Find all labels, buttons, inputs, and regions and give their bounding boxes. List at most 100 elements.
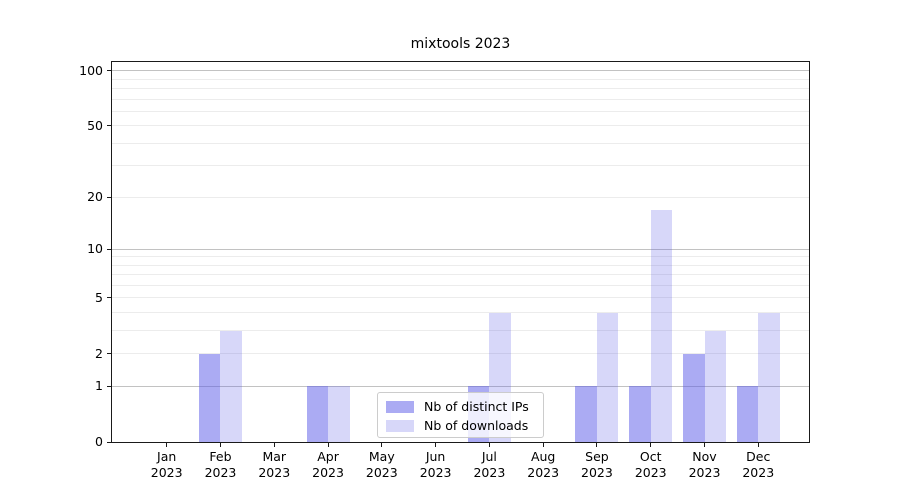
- y-gridline-major: [112, 385, 809, 387]
- x-axis-tick-label: Jun 2023: [406, 449, 466, 481]
- x-tick-month: Apr: [317, 449, 339, 464]
- bar-nb-of-distinct-ips: [575, 386, 597, 442]
- x-tick-mark: [757, 442, 759, 447]
- y-gridline-minor: [112, 196, 809, 198]
- y-gridline-minor: [112, 284, 809, 286]
- y-axis-tick-label: 100: [79, 62, 103, 78]
- x-axis-tick-label: Mar 2023: [244, 449, 304, 481]
- y-gridline-minor: [112, 78, 809, 80]
- y-tick-mark: [107, 125, 111, 127]
- bar-nb-of-downloads: [704, 330, 726, 442]
- x-tick-month: Mar: [262, 449, 287, 464]
- legend-swatch: [386, 400, 414, 413]
- y-axis-tick-label: 50: [87, 117, 103, 133]
- x-tick-mark: [488, 442, 490, 447]
- x-tick-year: 2023: [688, 465, 721, 480]
- y-tick-mark: [107, 353, 111, 355]
- x-tick-month: Oct: [639, 449, 662, 464]
- y-tick-mark: [107, 385, 111, 387]
- x-tick-month: Nov: [692, 449, 717, 464]
- y-axis-tick-label: 10: [87, 241, 103, 257]
- x-tick-year: 2023: [473, 465, 506, 480]
- y-tick-mark: [107, 297, 111, 299]
- y-gridline-minor: [112, 264, 809, 266]
- y-tick-mark: [107, 70, 111, 72]
- bar-nb-of-distinct-ips: [736, 386, 759, 442]
- x-tick-year: 2023: [419, 465, 452, 480]
- x-tick-month: May: [368, 449, 395, 464]
- y-gridline-minor: [112, 142, 809, 144]
- x-axis-tick-label: Jul 2023: [459, 449, 519, 481]
- y-gridline-minor: [112, 353, 809, 355]
- x-axis-tick-label: Apr 2023: [298, 449, 358, 481]
- x-tick-mark: [435, 442, 437, 447]
- y-axis-tick-label: 20: [87, 189, 103, 205]
- x-tick-mark: [704, 442, 705, 447]
- bar-nb-of-downloads: [328, 386, 350, 442]
- y-axis-tick-label: 2: [95, 345, 103, 361]
- y-gridline-major: [112, 248, 809, 250]
- x-axis-tick-label: Oct 2023: [621, 449, 681, 481]
- y-gridline-minor: [112, 88, 809, 90]
- x-tick-mark: [219, 442, 221, 447]
- x-tick-year: 2023: [258, 465, 291, 480]
- x-tick-mark: [273, 442, 275, 447]
- x-tick-year: 2023: [312, 465, 344, 480]
- y-gridline-minor: [112, 98, 809, 100]
- x-tick-year: 2023: [204, 465, 237, 480]
- bar-nb-of-downloads: [596, 312, 619, 442]
- x-tick-month: Sep: [585, 449, 609, 464]
- bar-nb-of-distinct-ips: [683, 353, 705, 442]
- legend-swatch: [386, 419, 414, 432]
- y-axis-tick-label: 1: [95, 378, 103, 394]
- x-tick-month: Jan: [157, 449, 177, 464]
- y-axis-tick-label: 5: [95, 289, 103, 305]
- x-axis-tick-label: Dec 2023: [728, 449, 788, 481]
- bar-nb-of-downloads: [758, 312, 780, 442]
- x-tick-mark: [166, 442, 168, 447]
- bar-nb-of-distinct-ips: [629, 386, 651, 442]
- y-gridline-minor: [112, 165, 809, 167]
- y-gridline-major: [112, 70, 809, 72]
- x-tick-month: Aug: [530, 449, 556, 464]
- x-tick-year: 2023: [742, 465, 775, 480]
- x-tick-mark: [542, 442, 544, 447]
- legend-label: Nb of distinct IPs: [424, 399, 529, 414]
- bar-nb-of-distinct-ips: [198, 353, 221, 442]
- x-tick-year: 2023: [150, 465, 183, 480]
- bar-nb-of-downloads: [650, 209, 673, 442]
- x-axis-tick-label: Nov 2023: [675, 449, 735, 481]
- legend-item-nb-of-downloads: Nb of downloads: [378, 416, 543, 435]
- y-tick-mark: [107, 248, 111, 250]
- bar-nb-of-downloads: [220, 330, 242, 442]
- x-axis-tick-label: Sep 2023: [567, 449, 627, 481]
- bar-nb-of-distinct-ips: [306, 386, 329, 442]
- x-tick-year: 2023: [581, 465, 613, 480]
- x-tick-year: 2023: [634, 465, 667, 480]
- y-gridline-minor: [112, 256, 809, 258]
- x-tick-mark: [327, 442, 329, 447]
- x-axis-tick-label: May 2023: [352, 449, 412, 481]
- y-gridline-minor: [112, 110, 809, 112]
- x-axis-tick-label: Jan 2023: [137, 449, 197, 481]
- y-gridline-minor: [112, 125, 809, 127]
- y-gridline-minor: [112, 274, 809, 276]
- x-tick-mark: [596, 442, 598, 447]
- x-tick-month: Jul: [481, 449, 497, 464]
- x-tick-month: Dec: [746, 449, 771, 464]
- y-gridline-minor: [112, 297, 809, 299]
- legend-label: Nb of downloads: [424, 418, 529, 433]
- x-tick-mark: [650, 442, 652, 447]
- x-tick-month: Feb: [209, 449, 232, 464]
- chart-title: mixtools 2023: [410, 36, 511, 52]
- x-axis-tick-label: Feb 2023: [190, 449, 250, 481]
- x-tick-mark: [381, 442, 383, 447]
- y-gridline-minor: [112, 330, 809, 331]
- y-gridline-minor: [112, 312, 809, 314]
- y-axis-tick-label: 0: [95, 434, 103, 449]
- x-tick-year: 2023: [527, 465, 560, 480]
- x-tick-month: Jun: [425, 449, 446, 464]
- x-axis-tick-label: Aug 2023: [513, 449, 573, 481]
- y-tick-mark: [107, 441, 111, 443]
